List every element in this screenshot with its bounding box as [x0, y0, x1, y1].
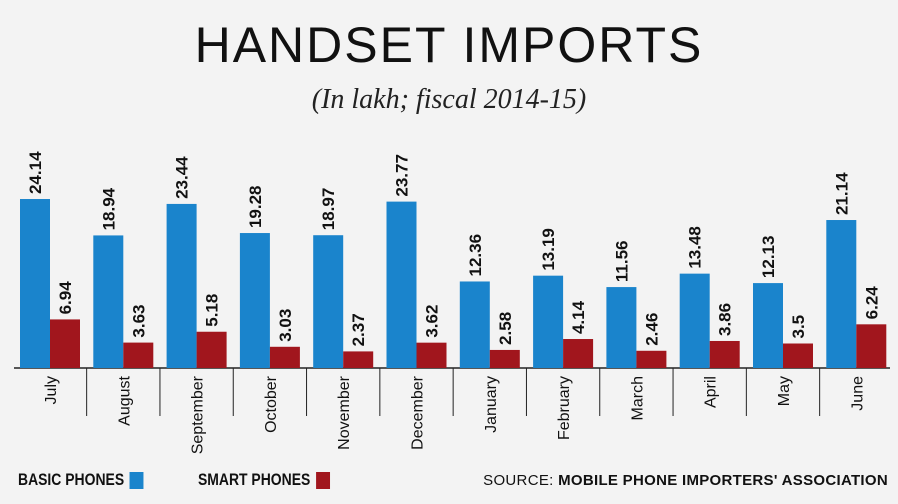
chart-subtitle: (In lakh; fiscal 2014-15)	[311, 84, 587, 115]
x-tick-label-july: July	[43, 376, 60, 404]
chart-title: HANDSET IMPORTS	[194, 17, 704, 73]
data-label-basic-phones-june: 21.14	[832, 172, 851, 215]
bar-basic-phones-september	[166, 203, 197, 368]
data-label-basic-phones-august: 18.94	[99, 187, 118, 230]
source-note: SOURCE: MOBILE PHONE IMPORTERS' ASSOCIAT…	[483, 472, 888, 489]
bar-smart-phones-november	[343, 351, 374, 368]
bar-basic-phones-january	[459, 281, 490, 368]
bar-smart-phones-march	[636, 350, 667, 368]
bar-smart-phones-august	[123, 342, 154, 368]
x-tick-label-june: June	[849, 376, 866, 411]
data-label-smart-phones-april: 3.86	[716, 303, 735, 336]
source-name: MOBILE PHONE IMPORTERS' ASSOCIATION	[558, 472, 888, 489]
legend-swatch-smart-phones	[316, 471, 330, 489]
chart-footer: BASIC PHONES SMART PHONES SOURCE: MOBILE…	[0, 462, 898, 502]
bar-smart-phones-january	[489, 349, 520, 368]
data-label-basic-phones-january: 12.36	[466, 234, 485, 277]
bar-basic-phones-august	[93, 235, 124, 368]
bar-basic-phones-july	[20, 199, 50, 368]
bar-smart-phones-june	[856, 324, 887, 368]
bar-smart-phones-february	[563, 339, 594, 368]
legend-label-smart-phones: SMART PHONES	[198, 470, 311, 489]
data-label-basic-phones-april: 13.48	[686, 226, 705, 269]
bar-basic-phones-november	[313, 235, 344, 368]
data-label-basic-phones-december: 23.77	[393, 154, 412, 197]
legend-item-smart-phones: SMART PHONES	[198, 470, 330, 490]
data-label-smart-phones-february: 4.14	[569, 300, 588, 334]
data-label-basic-phones-september: 23.44	[173, 156, 192, 199]
bar-smart-phones-september	[196, 331, 227, 368]
x-tick-label-october: October	[263, 375, 280, 433]
bar-basic-phones-february	[533, 275, 564, 368]
x-tick-label-march: March	[629, 376, 646, 420]
x-tick-label-august: August	[116, 375, 133, 425]
data-label-basic-phones-july: 24.14	[26, 151, 45, 194]
bar-basic-phones-october	[239, 233, 270, 368]
data-label-basic-phones-march: 11.56	[612, 240, 631, 282]
bar-smart-phones-july	[50, 319, 80, 368]
data-label-smart-phones-june: 6.24	[862, 286, 881, 320]
data-label-smart-phones-november: 2.37	[349, 313, 368, 346]
data-label-smart-phones-december: 3.62	[423, 305, 442, 338]
data-label-basic-phones-november: 18.97	[319, 188, 338, 231]
data-label-smart-phones-september: 5.18	[203, 294, 222, 327]
bar-basic-phones-april	[679, 273, 710, 368]
bar-basic-phones-december	[386, 201, 417, 368]
bar-basic-phones-march	[606, 287, 637, 368]
data-label-basic-phones-may: 12.13	[759, 236, 778, 279]
bar-basic-phones-may	[753, 283, 783, 368]
bar-smart-phones-october	[269, 346, 300, 368]
legend-label-basic-phones: BASIC PHONES	[18, 470, 125, 489]
source-prefix: SOURCE:	[483, 472, 554, 489]
data-label-smart-phones-january: 2.58	[496, 312, 515, 345]
x-tick-label-february: February	[556, 376, 573, 440]
data-label-smart-phones-may: 3.5	[789, 315, 808, 339]
x-tick-label-january: January	[483, 376, 500, 433]
data-label-smart-phones-july: 6.94	[56, 281, 75, 315]
legend-item-basic-phones: BASIC PHONES	[18, 470, 144, 490]
data-label-smart-phones-august: 3.63	[129, 304, 148, 337]
bar-smart-phones-april	[709, 340, 740, 368]
bar-chart: 24.14 6.94 July 18.94 3.63 August 23.44 5.18 Sep…	[14, 151, 890, 454]
x-tick-label-may: May	[776, 376, 793, 406]
data-label-basic-phones-october: 19.28	[246, 185, 265, 228]
x-tick-label-april: April	[703, 376, 720, 408]
x-tick-label-september: September	[190, 375, 207, 454]
data-label-smart-phones-october: 3.03	[276, 309, 295, 342]
bar-basic-phones-june	[826, 220, 857, 368]
bar-smart-phones-may	[783, 343, 813, 368]
legend-swatch-basic-phones	[129, 471, 144, 489]
x-tick-label-december: December	[410, 375, 427, 449]
bar-smart-phones-december	[416, 342, 447, 368]
data-label-smart-phones-march: 2.46	[642, 313, 661, 346]
x-tick-label-november: November	[336, 375, 353, 449]
data-label-basic-phones-february: 13.19	[539, 228, 558, 271]
